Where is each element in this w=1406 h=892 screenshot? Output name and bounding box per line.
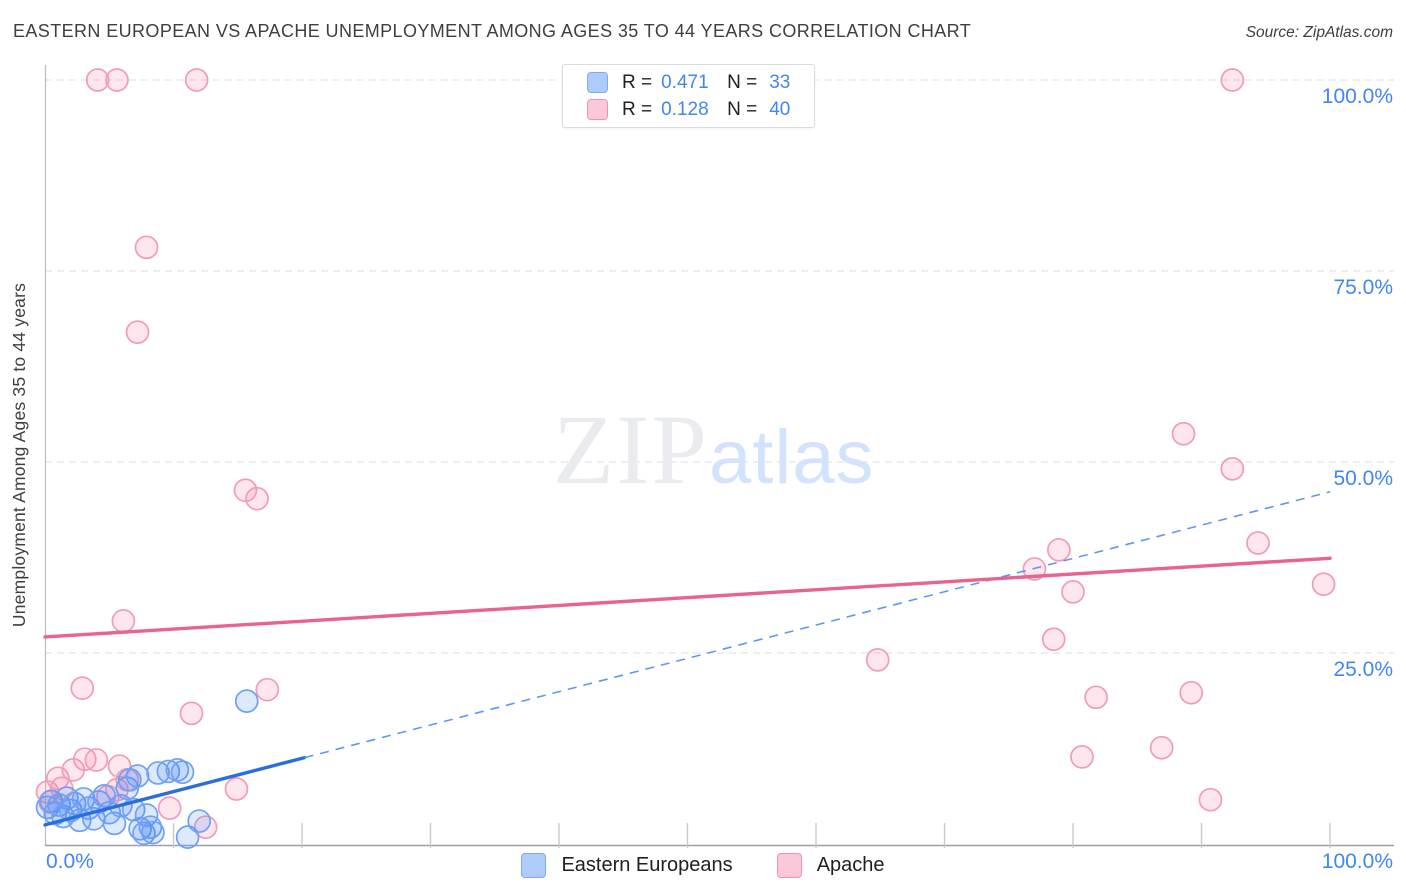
page-title: EASTERN EUROPEAN VS APACHE UNEMPLOYMENT …: [13, 21, 972, 41]
scatter-point-eastern-europeans[interactable]: [175, 825, 200, 849]
source-attribution: Source: ZipAtlas.com: [1245, 24, 1393, 41]
scatter-point-apache[interactable]: [1084, 685, 1108, 710]
legend-row-eastern-europeans: R = 0.471 N = 33: [587, 72, 814, 94]
scatter-point-apache[interactable]: [233, 478, 258, 503]
scatter-point-eastern-europeans[interactable]: [125, 764, 150, 788]
scatter-point-apache[interactable]: [1061, 580, 1085, 604]
legend-swatch-apache: [776, 852, 802, 878]
trend-line-eastern-europeans: [43, 755, 307, 827]
r-label: R =: [622, 71, 653, 93]
legend-row-apache: R = 0.128 N = 40: [587, 99, 814, 121]
r-value-eastern-europeans: 0.471: [661, 71, 709, 93]
y-axis-tick-label: 50.0%: [1333, 467, 1393, 490]
legend-label-eastern-europeans: Eastern Europeans: [561, 853, 733, 876]
scatter-point-apache[interactable]: [1070, 745, 1094, 769]
scatter-point-apache[interactable]: [1149, 735, 1174, 760]
scatter-point-apache[interactable]: [111, 609, 136, 633]
scatter-point-apache[interactable]: [85, 68, 110, 92]
x-axis-tick-label-max: 100.0%: [1321, 850, 1393, 873]
scatter-point-apache[interactable]: [157, 796, 182, 820]
chart-legend: Eastern Europeans Apache: [0, 847, 1406, 883]
scatter-point-apache[interactable]: [1220, 68, 1245, 92]
y-axis-tick-label: 100.0%: [1321, 85, 1393, 108]
scatter-point-apache[interactable]: [1198, 787, 1223, 812]
legend-item-eastern-europeans[interactable]: Eastern Europeans: [521, 852, 733, 878]
trend-line-apache: [43, 556, 1332, 639]
scatter-point-eastern-europeans[interactable]: [234, 689, 259, 713]
scatter-point-apache[interactable]: [224, 777, 249, 801]
scatter-point-apache[interactable]: [1047, 538, 1071, 562]
scatter-point-apache[interactable]: [1041, 627, 1066, 652]
scatter-point-apache[interactable]: [70, 676, 95, 700]
legend-box: R = 0.471 N = 33 R = 0.128 N = 40: [562, 64, 815, 128]
n-label: N =: [727, 98, 758, 120]
scatter-point-apache[interactable]: [1311, 572, 1336, 597]
scatter-point-apache[interactable]: [865, 648, 890, 672]
y-axis-tick-label: 25.0%: [1333, 658, 1393, 681]
scatter-point-apache[interactable]: [134, 235, 159, 260]
legend-swatch-eastern-europeans: [587, 72, 608, 93]
x-axis-tick-label-min: 0.0%: [46, 850, 94, 873]
scatter-point-apache[interactable]: [245, 486, 269, 511]
r-value-apache: 0.128: [661, 98, 709, 120]
scatter-point-apache[interactable]: [1179, 680, 1204, 705]
legend-label-apache: Apache: [816, 853, 885, 876]
scatter-point-eastern-europeans[interactable]: [141, 820, 165, 845]
legend-swatch-eastern-europeans: [521, 852, 547, 878]
scatter-point-apache[interactable]: [105, 68, 129, 92]
trend-line-eastern-europeans-projection: [304, 491, 1331, 759]
n-label: N =: [727, 71, 758, 93]
r-label: R =: [622, 98, 653, 120]
n-value-eastern-europeans: 33: [769, 71, 791, 93]
scatter-point-eastern-europeans[interactable]: [187, 809, 212, 833]
scatter-point-apache[interactable]: [84, 748, 109, 772]
scatter-point-eastern-europeans[interactable]: [170, 760, 195, 785]
n-value-apache: 40: [769, 98, 791, 120]
scatter-point-apache[interactable]: [1246, 531, 1270, 555]
legend-swatch-apache: [587, 99, 608, 120]
scatter-point-apache[interactable]: [1171, 421, 1196, 446]
scatter-point-apache[interactable]: [255, 677, 280, 702]
y-axis-tick-label: 75.0%: [1333, 276, 1393, 299]
y-axis-title: Unemployment Among Ages 35 to 44 years: [9, 282, 29, 628]
scatter-point-apache[interactable]: [125, 320, 150, 344]
scatter-point-apache[interactable]: [184, 68, 209, 92]
legend-item-apache[interactable]: Apache: [776, 852, 885, 878]
scatter-point-apache[interactable]: [1220, 457, 1245, 481]
scatter-point-eastern-europeans[interactable]: [102, 811, 127, 836]
scatter-point-apache[interactable]: [179, 701, 204, 726]
